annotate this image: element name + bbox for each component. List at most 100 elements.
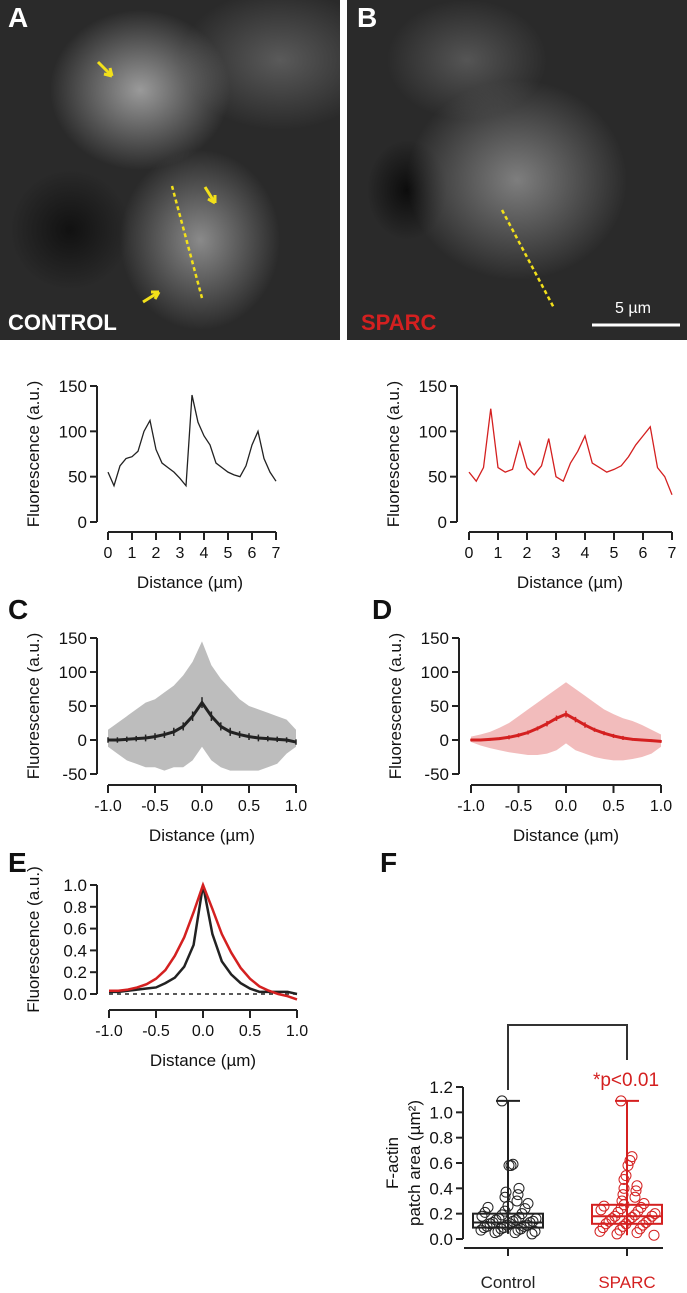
- data-point: [646, 1210, 658, 1222]
- data-point: [631, 1180, 643, 1192]
- data-point: [513, 1182, 525, 1194]
- normalized-trace: [109, 884, 298, 996]
- y-tick-label: 0: [438, 513, 447, 532]
- y-tick-label: 50: [68, 468, 87, 487]
- x-tick-label: 0.0: [192, 1023, 214, 1040]
- y-tick-label: 0.8: [429, 1129, 453, 1148]
- arrow-icon: [203, 186, 217, 205]
- y-axis-label: Fluorescence (a.u.): [384, 381, 403, 527]
- y-tick-label: 150: [419, 377, 447, 396]
- panel-label-a: A: [8, 2, 29, 33]
- scale-bar-label: 5 µm: [615, 300, 651, 317]
- y-axis-label: Fluorescence (a.u.): [24, 866, 43, 1012]
- y-tick-label: 100: [59, 663, 87, 682]
- y-tick-label: 0.0: [63, 985, 87, 1004]
- data-point: [626, 1211, 638, 1223]
- data-point: [617, 1220, 629, 1232]
- control-overlay: [96, 60, 217, 304]
- x-tick-label: -0.5: [141, 798, 169, 815]
- y-tick-label: 0.4: [63, 941, 87, 960]
- y-tick-label: 50: [428, 468, 447, 487]
- data-point: [513, 1211, 525, 1223]
- y-axis-label: Fluorescence (a.u.): [24, 381, 43, 527]
- fluorescence-trace: [107, 394, 277, 488]
- x-tick-label: 6: [248, 545, 257, 562]
- x-tick-label: 2: [152, 545, 161, 562]
- x-tick-label: 6: [639, 545, 648, 562]
- data-point: [623, 1214, 635, 1226]
- data-point: [649, 1208, 661, 1220]
- data-point: [479, 1206, 491, 1218]
- y-tick-label: -50: [62, 765, 87, 784]
- x-tick-label: 1: [128, 545, 137, 562]
- data-point: [511, 1195, 523, 1207]
- data-point: [594, 1225, 606, 1237]
- data-point: [496, 1095, 508, 1107]
- y-tick-label: -50: [424, 765, 449, 784]
- data-point: [509, 1227, 521, 1239]
- normalized-trace: [109, 881, 298, 1001]
- data-point: [615, 1203, 627, 1215]
- data-point: [489, 1227, 501, 1239]
- data-point: [524, 1217, 536, 1229]
- y-tick-label: 0.8: [63, 898, 87, 917]
- y-tick-label: 0: [78, 731, 87, 750]
- data-point: [620, 1218, 632, 1230]
- y-axis-label: Fluorescence (a.u.): [386, 633, 405, 779]
- y-tick-label: 100: [419, 422, 447, 441]
- x-tick-label: 7: [668, 545, 677, 562]
- data-point: [638, 1198, 650, 1210]
- data-point: [529, 1225, 541, 1237]
- x-tick-label: 4: [200, 545, 209, 562]
- x-axis-label: Distance (µm): [149, 826, 255, 845]
- y-axis-label-line1: F-actin: [383, 1137, 402, 1189]
- data-point: [475, 1224, 487, 1236]
- x-tick-label: 1.0: [286, 1023, 308, 1040]
- data-point: [612, 1206, 624, 1218]
- x-tick-label: 5: [610, 545, 619, 562]
- x-tick-label: -0.5: [505, 798, 533, 815]
- y-tick-label: 0.2: [429, 1205, 453, 1224]
- x-tick-label: 0.5: [602, 798, 624, 815]
- x-tick-label: 4: [581, 545, 590, 562]
- data-point: [495, 1223, 507, 1235]
- data-point: [595, 1204, 607, 1216]
- x-tick-label: -1.0: [94, 798, 122, 815]
- data-point: [614, 1224, 626, 1236]
- x-tick-label: 0.0: [191, 798, 213, 815]
- data-point: [635, 1201, 647, 1213]
- data-point: [648, 1229, 660, 1241]
- data-point: [615, 1095, 627, 1107]
- data-point: [622, 1160, 634, 1172]
- data-point: [501, 1219, 513, 1231]
- data-point: [634, 1223, 646, 1235]
- panel-label-c: C: [8, 594, 29, 625]
- data-point: [618, 1173, 630, 1185]
- data-point: [603, 1215, 615, 1227]
- x-tick-label: 0.0: [555, 798, 577, 815]
- data-point: [597, 1222, 609, 1234]
- arrow-icon: [142, 290, 161, 304]
- data-point: [600, 1218, 612, 1230]
- significance-bracket: [507, 1024, 628, 1090]
- data-point: [503, 1160, 515, 1172]
- x-tick-label: 3: [176, 545, 185, 562]
- y-tick-label: 0.6: [63, 920, 87, 939]
- arrow-icon: [96, 60, 114, 78]
- data-point: [637, 1219, 649, 1231]
- y-tick-label: 0.6: [429, 1154, 453, 1173]
- y-axis-label-line2: patch area (µm²): [405, 1100, 424, 1226]
- data-point: [484, 1218, 496, 1230]
- category-label: SPARC: [598, 1273, 655, 1292]
- sparc-micrograph: B SPARC 5 µm: [347, 0, 687, 340]
- x-axis-label: Distance (µm): [150, 1051, 256, 1070]
- data-point: [512, 1224, 524, 1236]
- data-point: [630, 1185, 642, 1197]
- mean-trace: [108, 699, 297, 744]
- x-axis-label: Distance (µm): [137, 573, 243, 592]
- category-label: Control: [481, 1273, 536, 1292]
- data-point: [530, 1213, 542, 1225]
- control-label: CONTROL: [8, 310, 117, 335]
